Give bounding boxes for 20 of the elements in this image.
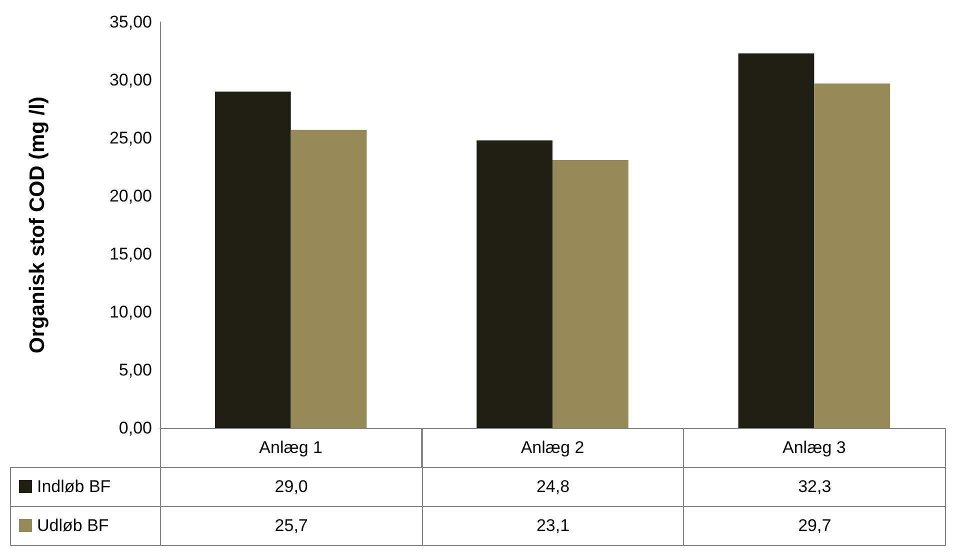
x-tick-label: Anlæg 1: [259, 438, 322, 457]
y-tick-label: 10,00: [109, 302, 152, 322]
legend-label: Indløb BF: [10, 467, 160, 506]
y-tick-label: 15,00: [109, 244, 152, 264]
y-tick-label: 35,00: [109, 12, 152, 32]
data-label: 32,3: [684, 467, 946, 506]
data-label: 23,1: [422, 506, 684, 545]
data-label: 29,7: [684, 506, 946, 545]
legend-label: Udløb BF: [10, 506, 160, 545]
y-axis-title: Organisk stof COD (mg /l): [26, 96, 49, 354]
data-label: 29,0: [160, 467, 422, 506]
x-tick-label: Anlæg 2: [520, 438, 584, 457]
y-tick-label: 20,00: [109, 186, 152, 206]
y-tick-label: 0,00: [118, 418, 152, 438]
y-tick-label: 5,00: [118, 360, 152, 380]
data-label: 24,8: [422, 467, 684, 506]
y-tick-label: 30,00: [109, 70, 152, 90]
x-tick-label: Anlæg 3: [782, 438, 846, 457]
data-label: 25,7: [160, 506, 422, 545]
y-tick-label: 25,00: [109, 128, 152, 148]
